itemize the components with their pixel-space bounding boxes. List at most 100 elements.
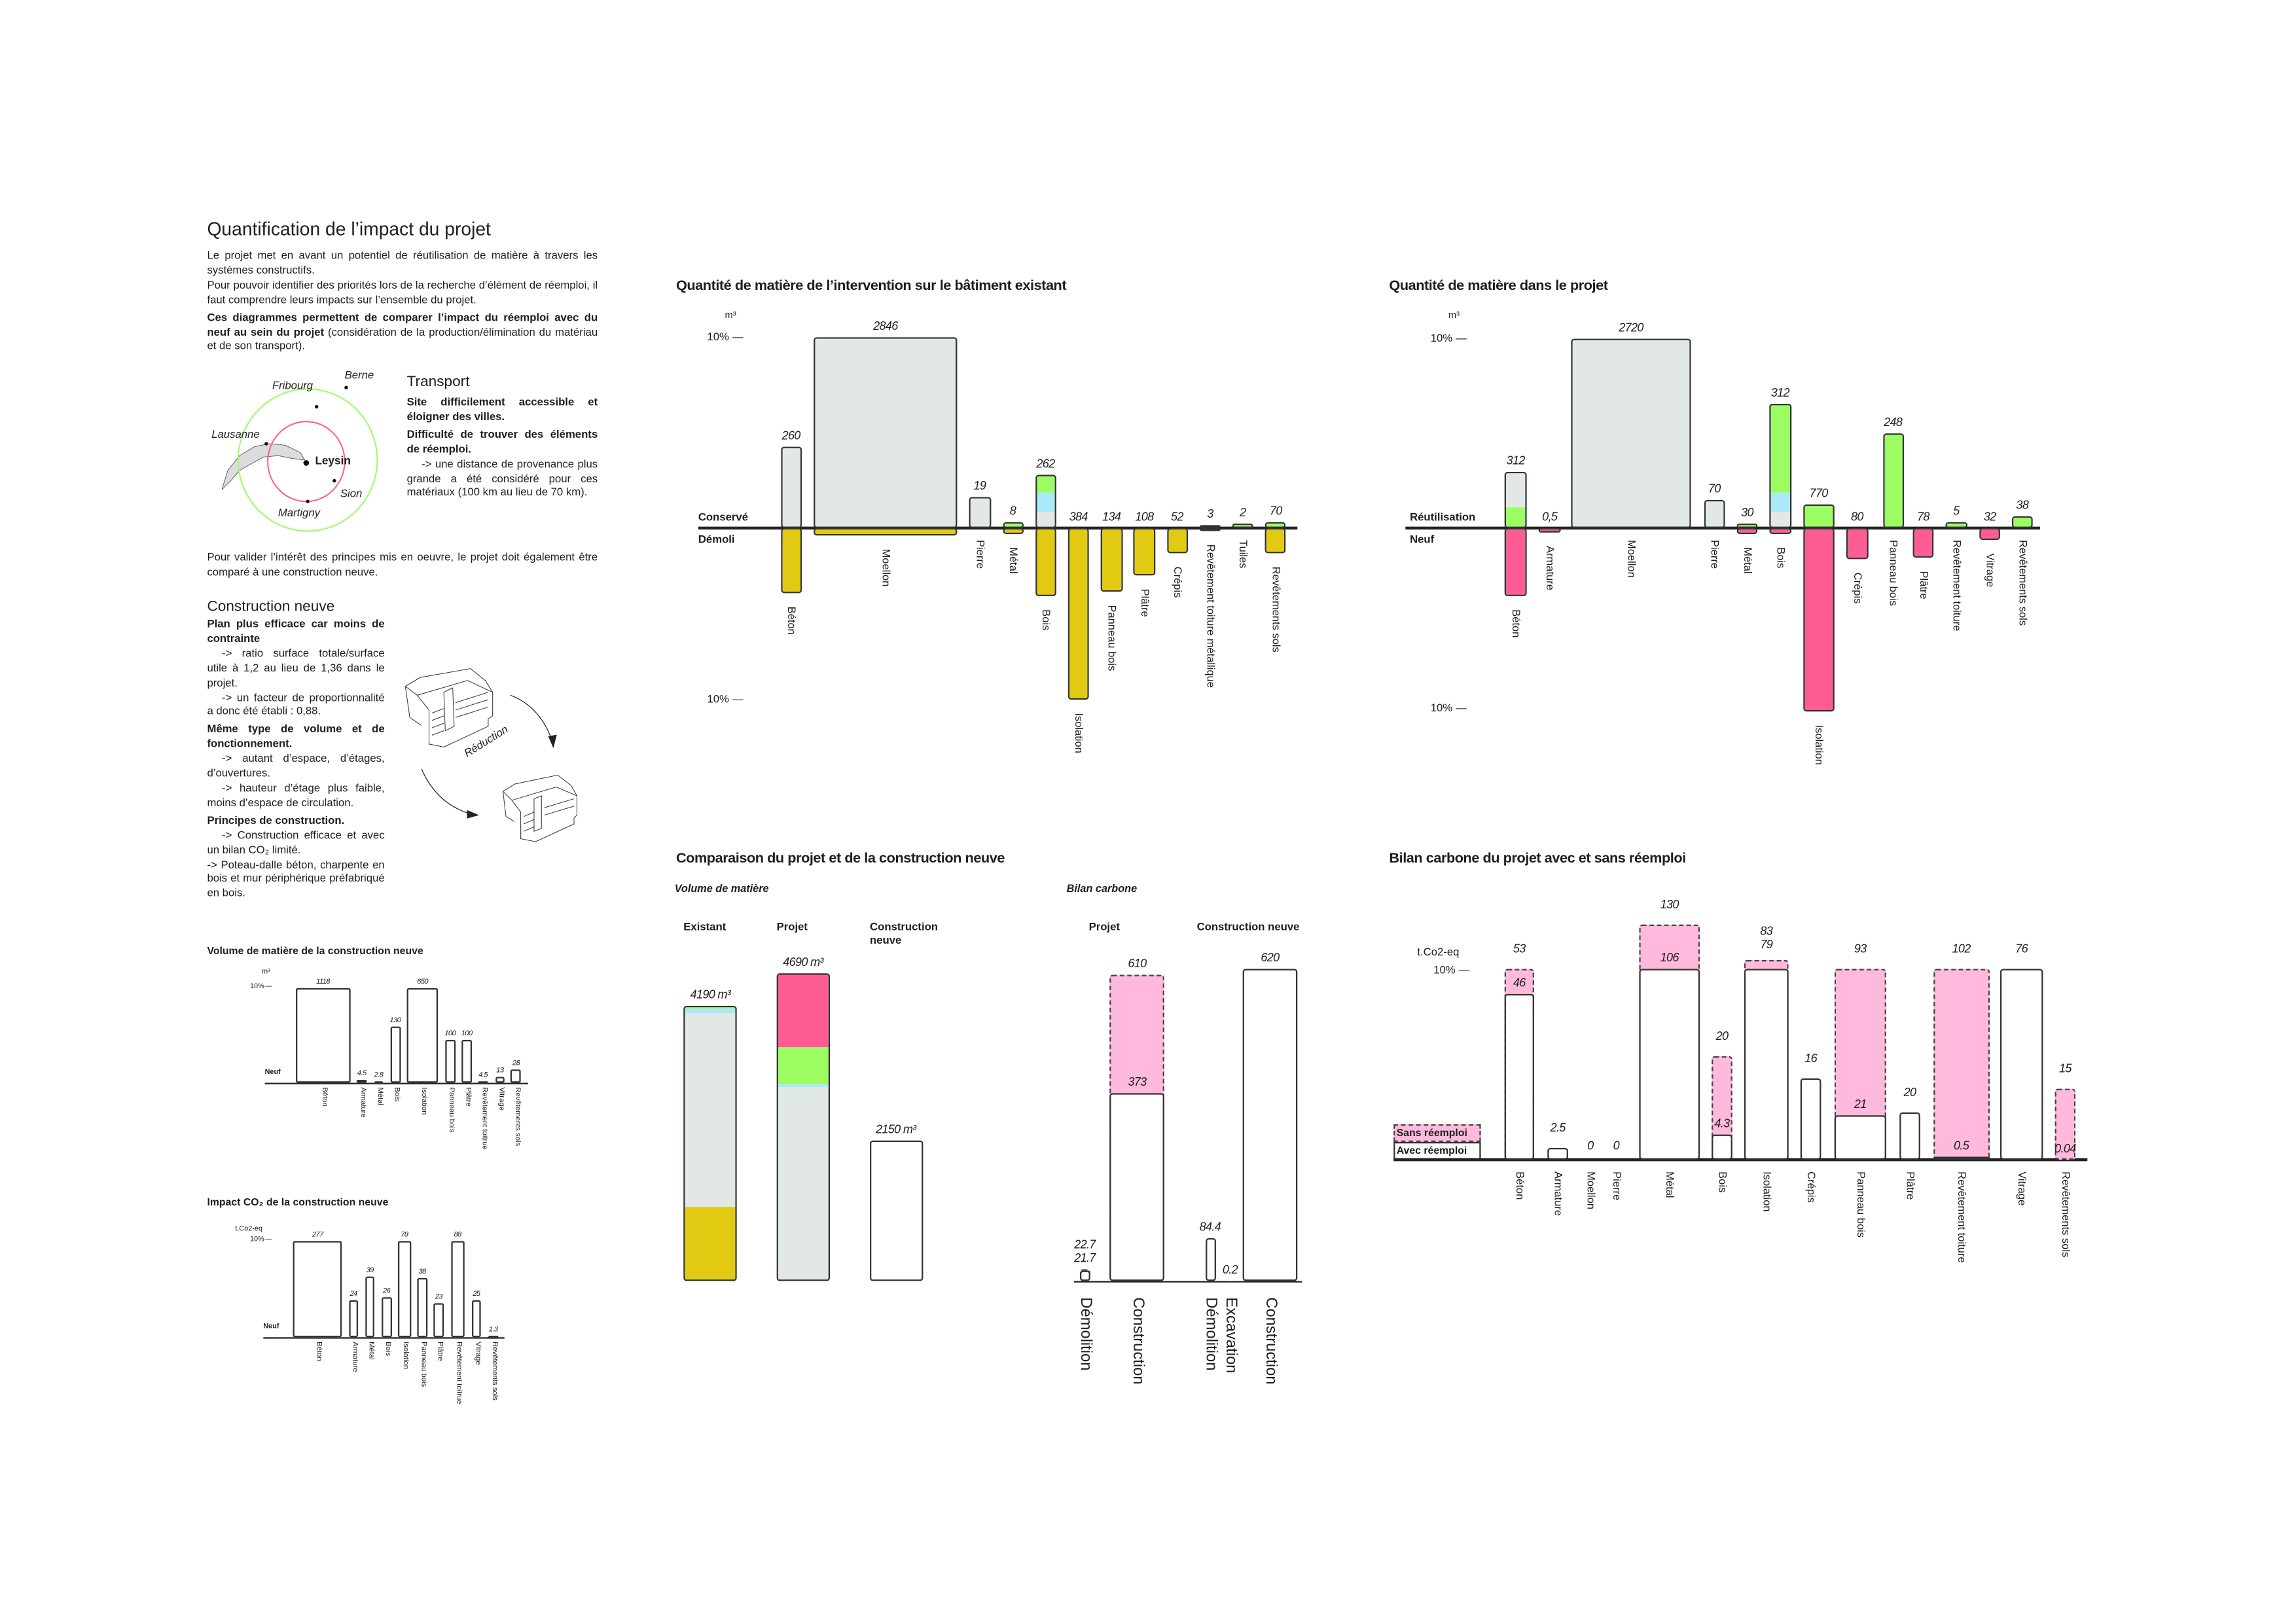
bar-down-4 [1736, 527, 1758, 535]
green-segment [1946, 524, 1966, 527]
bar-up-0 [780, 446, 802, 528]
category-label: Isolation [1812, 724, 1826, 765]
city-label-martigny: Martigny [278, 506, 321, 520]
value-label: 1118 [316, 977, 330, 986]
ytick-top-dash: — [732, 330, 744, 344]
category-label: Démolition [1077, 1297, 1095, 1371]
intro-p2: Pour pouvoir identifier des priorités lo… [207, 277, 598, 306]
bar-1 [348, 1300, 359, 1338]
value-label: 277 [312, 1231, 324, 1241]
nc-t3: -> autant d’espace, d’étages, d’ouvertur… [207, 751, 385, 780]
unit-label: t.Co2-eq [235, 1226, 262, 1234]
city-dots [264, 385, 348, 503]
value-label: 70 [1269, 505, 1282, 518]
unit-label: t.Co2-eq [1417, 945, 1460, 959]
value-label: 78 [401, 1231, 408, 1241]
green-segment [1003, 524, 1022, 527]
nc-t2: -> un facteur de proportionnalité a donc… [207, 690, 385, 719]
baseline-axis [263, 1336, 504, 1339]
avec-reemploi-bar-0 [1079, 1270, 1090, 1281]
value-label: 650 [417, 977, 429, 986]
unit-label: m³ [262, 969, 270, 976]
value-label: 21 [1854, 1097, 1867, 1112]
intro-p3-rest: (considération de la production/éliminat… [207, 325, 598, 353]
pink-segment [1539, 529, 1560, 531]
yellow-segment [1069, 529, 1088, 698]
value-label: 20 [1903, 1085, 1916, 1099]
bar-down-5 [1067, 527, 1089, 700]
value-label: 8 [1009, 505, 1016, 518]
city-label-leysin: Leysin [315, 454, 351, 468]
category-label: Bois [383, 1342, 392, 1357]
category-label: Pierre [1708, 540, 1722, 569]
pink-segment [778, 974, 829, 1047]
header-construction-neuve: Construction neuve [870, 919, 938, 947]
category-label: Plâtre [435, 1342, 444, 1362]
category-label: Métal [375, 1087, 384, 1106]
ytick-bottom: 10% [707, 692, 729, 706]
category-label: Métal [1741, 547, 1755, 575]
bar-1 [356, 1080, 367, 1084]
category-label: Revêtements sols [2059, 1171, 2073, 1258]
category-label: Excavation [1222, 1297, 1240, 1374]
value-label: 0,5 [1542, 510, 1558, 524]
yellow-segment [1168, 529, 1187, 552]
bar-up-4 [1035, 474, 1056, 528]
green-segment [1505, 507, 1526, 527]
value-label: 2150 m³ [876, 1122, 916, 1135]
ytick-bottom: 10% [1430, 701, 1453, 715]
green-segment [1804, 505, 1833, 527]
green-segment [1036, 476, 1055, 493]
nc-t1: -> ratio surface totale/surface utile à … [207, 646, 385, 689]
category-label: Métal [1007, 547, 1020, 574]
value-label: 70 [1708, 482, 1721, 495]
green-segment [1770, 404, 1790, 493]
value-label: 26 [382, 1287, 391, 1296]
value-label: 13 [496, 1067, 504, 1076]
value-label: 19 [973, 480, 986, 493]
bar-down-1 [1538, 527, 1561, 533]
bar-7 [478, 1080, 488, 1084]
value-label: 106 [1660, 951, 1679, 965]
bar-down-0 [1504, 527, 1527, 596]
baseline-axis [264, 1082, 528, 1084]
category-label: Démolition [1202, 1297, 1220, 1371]
value-label: 38 [2016, 498, 2029, 512]
ytick-dash: — [264, 984, 272, 991]
category-label: Pierre [973, 540, 988, 569]
category-label: Armature [1543, 546, 1557, 591]
value-label: 84.4 [1199, 1221, 1221, 1234]
intro-text: Le projet met en avant un potentiel de r… [207, 249, 598, 357]
category-label: Plâtre [1904, 1171, 1918, 1200]
chart-title-volume-neuf: Volume de matière de la construction neu… [207, 946, 423, 957]
bar-3 [382, 1297, 391, 1338]
pink-segment [1848, 529, 1867, 558]
value-label: 24 [350, 1290, 357, 1299]
reduction-arrows [421, 694, 557, 819]
value-label: 79 [1760, 937, 1773, 951]
nc-t6: -> Poteau-dalle béton, charpente en bois… [207, 857, 385, 900]
category-label: Construction [1262, 1297, 1280, 1385]
green-segment [1884, 435, 1902, 527]
category-label: Isolation [401, 1342, 410, 1370]
value-label: 770 [1809, 486, 1828, 500]
unit-label: m³ [1448, 310, 1460, 321]
bar-4 [398, 1241, 411, 1338]
value-label: 130 [1660, 898, 1679, 912]
chart-title-carbon-reuse: Bilan carbone du projet avec et sans rée… [1389, 850, 1686, 867]
category-label: Revêtement toiture [1955, 1171, 1969, 1263]
category-label: Bois [1774, 547, 1788, 569]
new-construction-text: Plan plus efficace car moins de contrain… [207, 617, 384, 904]
ytick-bottom-dash: — [732, 692, 744, 706]
green-segment [685, 1007, 736, 1008]
bar-up-4 [1736, 523, 1758, 528]
up-label: Conservé [698, 510, 749, 524]
bar-8 [471, 1300, 482, 1338]
pink-segment [1505, 529, 1526, 595]
baseline-label: Neuf [263, 1323, 279, 1332]
value-label: 620 [1261, 951, 1280, 965]
value-label: 2846 [873, 319, 898, 333]
yellow-segment [1003, 529, 1022, 533]
value-label: 260 [781, 428, 800, 442]
